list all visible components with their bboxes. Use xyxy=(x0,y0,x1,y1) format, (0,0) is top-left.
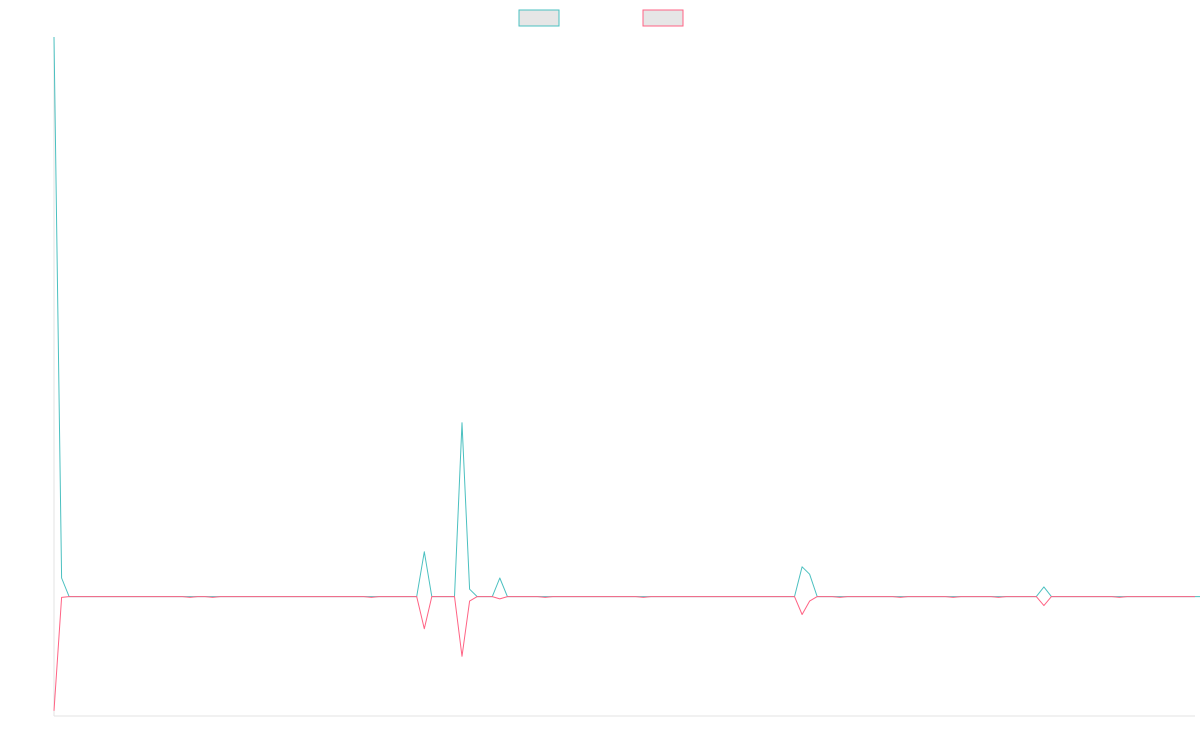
series-layer xyxy=(53,36,1200,711)
legend-swatch-series-1[interactable] xyxy=(518,9,560,27)
legend xyxy=(518,9,684,27)
axes xyxy=(53,37,1195,717)
series-2-line xyxy=(53,596,1195,711)
legend-swatch-series-2[interactable] xyxy=(642,9,684,27)
series-1-line xyxy=(53,36,1200,598)
